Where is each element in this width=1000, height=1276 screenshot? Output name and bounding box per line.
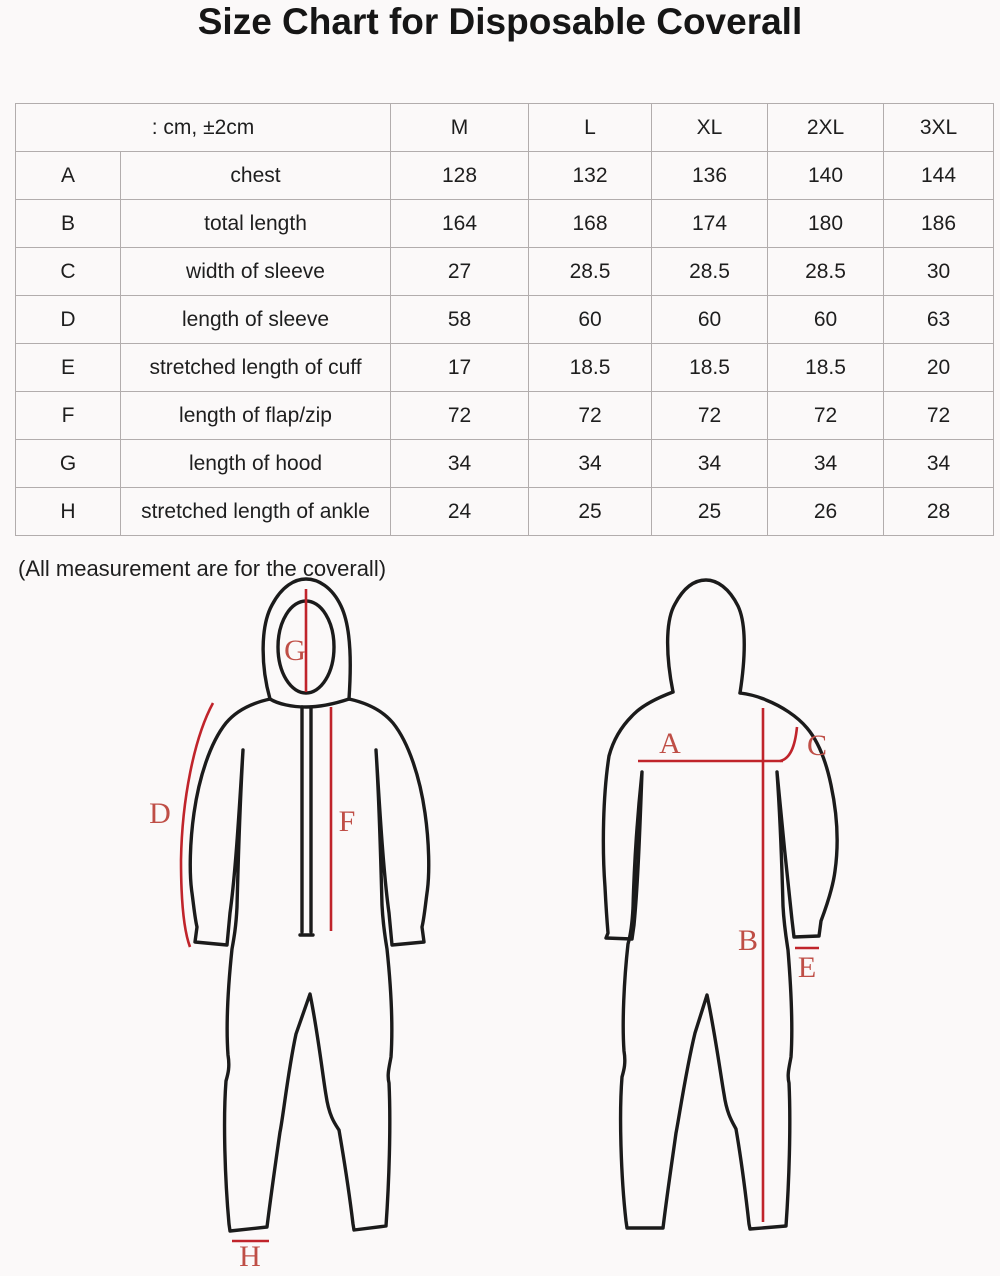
row-label: stretched length of ankle (120, 487, 391, 536)
cell-value: 34 (883, 439, 994, 488)
cell-value: 168 (528, 199, 652, 248)
cell-value: 140 (767, 151, 884, 200)
cell-value: 72 (883, 391, 994, 440)
cell-value: 60 (651, 295, 768, 344)
back-body-outline (601, 690, 839, 1231)
row-key: F (15, 391, 121, 440)
row-key: A (15, 151, 121, 200)
cell-value: 28.5 (651, 247, 768, 296)
cell-value: 34 (390, 439, 529, 488)
measure-label-h: H (239, 1240, 261, 1273)
cell-value: 26 (767, 487, 884, 536)
size-header-2xl: 2XL (767, 103, 884, 152)
table-header-row: : cm, ±2cm M L XL 2XL 3XL (15, 103, 994, 152)
cell-value: 34 (651, 439, 768, 488)
row-label: chest (120, 151, 391, 200)
cell-value: 18.5 (767, 343, 884, 392)
row-key: H (15, 487, 121, 536)
front-zip-lines (298, 705, 315, 937)
cell-value: 58 (390, 295, 529, 344)
cell-value: 60 (767, 295, 884, 344)
front-view-figure: G D F H (149, 577, 431, 1273)
cell-value: 164 (390, 199, 529, 248)
measure-label-f: F (339, 805, 356, 838)
cell-value: 18.5 (528, 343, 652, 392)
coverall-diagram: G D F H A B C E (149, 577, 839, 1273)
cell-value: 28.5 (528, 247, 652, 296)
size-header-3xl: 3XL (883, 103, 994, 152)
cell-value: 28.5 (767, 247, 884, 296)
cell-value: 186 (883, 199, 994, 248)
size-header-l: L (528, 103, 652, 152)
row-key: C (15, 247, 121, 296)
cell-value: 27 (390, 247, 529, 296)
table-row: G length of hood 34 34 34 34 34 (15, 439, 994, 488)
cell-value: 18.5 (651, 343, 768, 392)
front-hood-outline (261, 577, 352, 701)
size-header-m: M (390, 103, 529, 152)
table-row: H stretched length of ankle 24 25 25 26 … (15, 487, 994, 536)
measure-label-a: A (659, 727, 681, 760)
row-label: length of flap/zip (120, 391, 391, 440)
table-row: D length of sleeve 58 60 60 60 63 (15, 295, 994, 344)
cell-value: 128 (390, 151, 529, 200)
unit-note-cell: : cm, ±2cm (15, 103, 391, 152)
cell-value: 17 (390, 343, 529, 392)
row-key: D (15, 295, 121, 344)
size-header-xl: XL (651, 103, 768, 152)
row-label: total length (120, 199, 391, 248)
cell-value: 144 (883, 151, 994, 200)
row-label: length of sleeve (120, 295, 391, 344)
cell-value: 72 (767, 391, 884, 440)
cell-value: 34 (767, 439, 884, 488)
size-table: : cm, ±2cm M L XL 2XL 3XL A chest 128 13… (15, 103, 994, 536)
row-label: stretched length of cuff (120, 343, 391, 392)
row-label: length of hood (120, 439, 391, 488)
row-label: width of sleeve (120, 247, 391, 296)
back-hood-outline (665, 578, 746, 695)
cell-value: 28 (883, 487, 994, 536)
cell-value: 25 (651, 487, 768, 536)
cell-value: 174 (651, 199, 768, 248)
cell-value: 25 (528, 487, 652, 536)
measure-label-d: D (149, 797, 171, 830)
measure-label-e: E (798, 951, 816, 984)
measure-label-b: B (738, 924, 758, 957)
row-key: G (15, 439, 121, 488)
cell-value: 60 (528, 295, 652, 344)
cell-value: 30 (883, 247, 994, 296)
table-row: A chest 128 132 136 140 144 (15, 151, 994, 200)
cell-value: 72 (651, 391, 768, 440)
cell-value: 24 (390, 487, 529, 536)
measure-label-c: C (807, 729, 827, 762)
cell-value: 63 (883, 295, 994, 344)
cell-value: 180 (767, 199, 884, 248)
row-key: E (15, 343, 121, 392)
cell-value: 72 (390, 391, 529, 440)
cell-value: 34 (528, 439, 652, 488)
cell-value: 132 (528, 151, 652, 200)
measure-line-c (779, 726, 799, 763)
row-key: B (15, 199, 121, 248)
measurement-note: (All measurement are for the coverall) (18, 556, 387, 581)
measure-label-g: G (284, 634, 306, 667)
cell-value: 72 (528, 391, 652, 440)
front-body-outline (188, 697, 431, 1233)
measure-line-d (179, 702, 215, 948)
page-title: Size Chart for Disposable Coverall (197, 1, 803, 42)
table-row: E stretched length of cuff 17 18.5 18.5 … (15, 343, 994, 392)
table-row: C width of sleeve 27 28.5 28.5 28.5 30 (15, 247, 994, 296)
front-neck-outline (268, 697, 351, 709)
cell-value: 136 (651, 151, 768, 200)
table-row: F length of flap/zip 72 72 72 72 72 (15, 391, 994, 440)
cell-value: 20 (883, 343, 994, 392)
back-view-figure: A B C E (601, 578, 839, 1231)
table-row: B total length 164 168 174 180 186 (15, 199, 994, 248)
